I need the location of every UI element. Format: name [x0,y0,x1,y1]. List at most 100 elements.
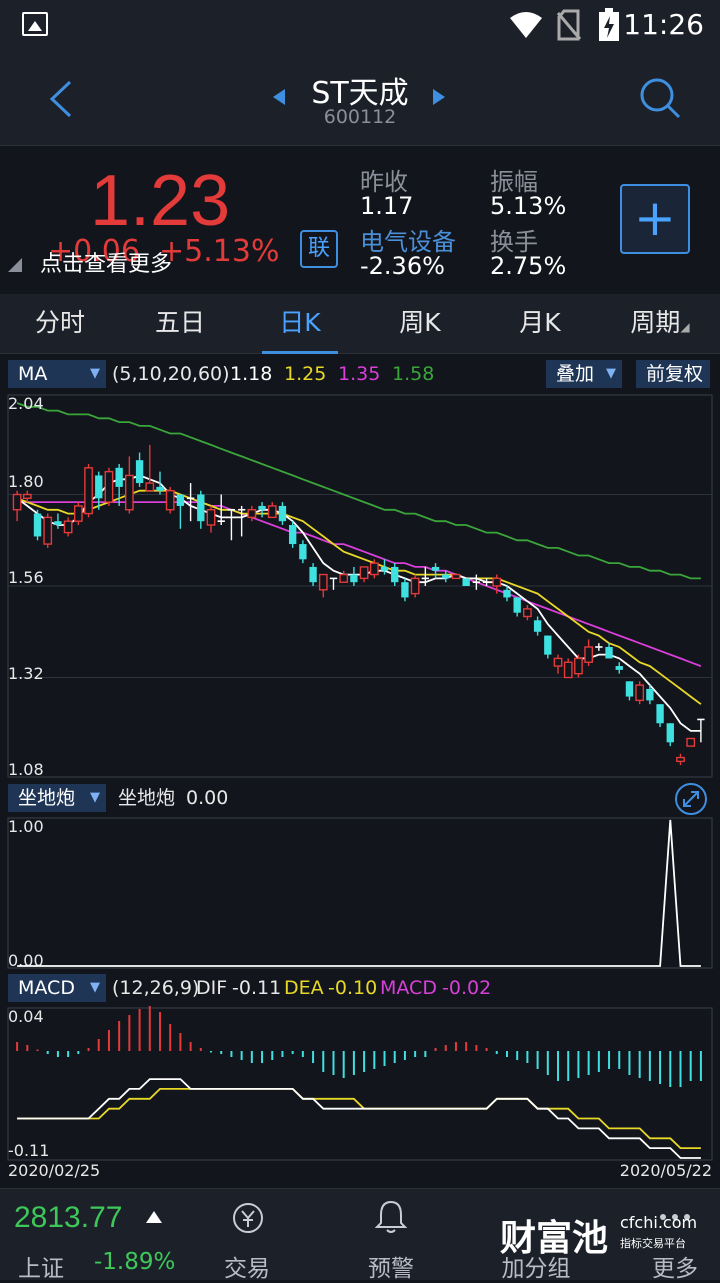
amplitude-value: 5.13% [490,192,567,220]
macd-label: MACD [380,977,437,999]
candle-body-down [156,486,164,491]
nav-more[interactable]: 更多 [630,1189,720,1282]
candle-body-up [553,657,563,667]
ma5-line [16,474,701,732]
tab-period-label: 周期 [630,308,681,337]
stock-name: ST天成 [311,76,409,111]
ma-selector-label: MA [18,363,48,385]
index-change: -1.89% [94,1249,176,1275]
dea-line [17,1088,701,1150]
candle-body-up [686,737,696,747]
prev-close-value: 1.17 [360,192,414,220]
last-price: 1.23 [90,161,231,241]
candle-body-up [410,577,420,595]
index-name: 上证 [18,1256,64,1282]
candle-body-up [63,520,73,534]
index-value[interactable]: 2813.77 [14,1201,123,1234]
candle-body-up [124,474,134,511]
candle-body-up [165,489,175,511]
sector-change: -2.36% [360,252,445,280]
turnover-value: 2.75% [490,252,567,280]
price-tick: 1.80 [8,472,44,491]
watermark-tag: 指标交易平台 [620,1237,686,1250]
expand-icon[interactable] [674,782,708,816]
nav-trade[interactable]: 交易 [197,1189,297,1282]
indicator2-line [17,819,701,967]
candle-body-up [584,646,594,663]
candle-body-down [544,635,552,655]
kline-chart[interactable]: 2.04 1.80 1.56 1.32 1.08 [0,393,720,779]
tab-weekly-k[interactable]: 周K [399,308,441,337]
macd-selector-label: MACD [18,977,75,999]
change-percent: +5.13% [159,234,280,269]
candle-body-up [339,573,349,583]
candle-body-down [288,525,297,545]
tab-monthly-k[interactable]: 月K [519,308,561,337]
candle-body-up [12,493,22,511]
overlay-label: 叠加 [556,363,595,385]
tab-period[interactable]: 周期◢ [600,294,720,354]
ma20-line [17,501,702,667]
bell-icon [375,1200,407,1233]
linked-stocks-button[interactable]: 联 [300,230,338,268]
adjust-button[interactable]: 前复权 [636,360,710,388]
wifi-icon [510,12,542,38]
quote-panel[interactable]: 1.23 +0.06 +5.13% 点击查看更多 联 昨收 1.17 电气设备 … [0,146,720,294]
tab-five-day[interactable]: 五日 [154,308,205,337]
view-more-hint[interactable]: 点击查看更多 [40,252,173,277]
candle-body-up [318,573,328,591]
candle-body-down [605,647,613,659]
candle-body-up [574,657,583,675]
bottom-bar: 2813.77 上证 -1.89% 交易 预警 加分组 更多 财富池 cfchi… [0,1188,720,1282]
candle-body-down [391,566,399,583]
nav-alert[interactable]: 预警 [341,1189,441,1282]
indicator2-polyline [17,819,701,967]
indicator2-axis-top: 1.00 [8,817,44,836]
status-bar: 11:26 [0,0,720,50]
candle-body-down [299,544,307,560]
sector-label[interactable]: 电气设备 [360,228,456,256]
candle-body-up [267,505,277,519]
corner-triangle-icon [8,258,22,272]
add-watchlist-button[interactable]: + [620,184,690,254]
indicator2-selector[interactable]: 坐地炮 ▼ [8,784,106,812]
back-chevron-icon[interactable] [44,78,76,120]
candle-body-down [197,494,205,522]
indicator2-chart[interactable]: 1.00 0.00 [0,816,720,970]
indicator2-axis-bottom: 0.00 [8,951,44,970]
indicator2-bar: 坐地炮 ▼ 坐地炮 0.00 [0,782,720,818]
candle-body-up [206,509,216,526]
yen-exchange-icon [233,1203,263,1233]
candle-body-up [676,756,685,763]
overlay-selector[interactable]: 叠加 ▼ [546,360,622,388]
candle-body-up [84,467,93,515]
turnover-label: 换手 [490,228,538,256]
price-tick: 1.32 [8,664,44,683]
candle-body-down [656,704,664,724]
candle-body-down [350,574,358,583]
macd-selector[interactable]: MACD ▼ [8,974,106,1002]
ma10-line [16,489,702,705]
nav-add-group[interactable]: 加分组 [486,1189,586,1282]
candle-body-up [451,573,461,580]
tab-daily-k[interactable]: 日K [240,294,360,354]
tab-intraday[interactable]: 分时 [34,308,85,337]
dropdown-arrow-icon: ▼ [606,366,616,381]
candle-body-down [666,723,674,743]
dropdown-arrow-icon: ▼ [90,366,100,381]
next-stock-arrow-icon[interactable] [432,88,446,106]
ma-selector[interactable]: MA ▼ [8,360,106,388]
search-icon[interactable] [638,76,682,120]
prev-stock-arrow-icon[interactable] [272,88,286,106]
macd-chart[interactable]: 0.04 -0.11 2020/02/25 2020/05/22 [0,1006,720,1188]
nav-alert-label: 预警 [368,1256,414,1282]
dif-label: DIF [196,977,228,999]
candle-body-up [369,562,379,576]
macd-axis-bottom: -0.11 [8,1141,49,1160]
candle-body-down [380,566,389,571]
index-toggle-arrow-icon[interactable] [146,1211,162,1223]
nav-more-label: 更多 [652,1256,698,1282]
candle-body-down [533,620,542,632]
dea-value: -0.10 [328,977,378,999]
candle-body-down [646,688,654,701]
